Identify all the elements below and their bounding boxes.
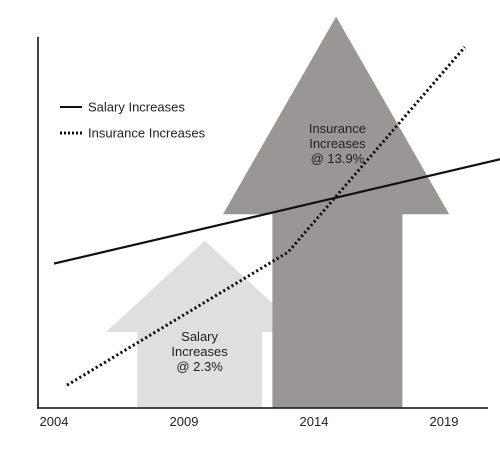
x-tick-label: 2019 bbox=[430, 414, 459, 429]
x-tick-label: 2014 bbox=[300, 414, 329, 429]
salary-arrow-label-line: @ 2.3% bbox=[176, 359, 223, 374]
x-tick-labels: 2004 2009 2014 2019 bbox=[40, 414, 459, 429]
legend-label: Insurance Increases bbox=[88, 126, 206, 141]
legend-label: Salary Increases bbox=[88, 100, 185, 115]
insurance-arrow-shape bbox=[223, 16, 450, 408]
series-line-insurance bbox=[66, 46, 466, 387]
legend-entry: Insurance Increases bbox=[60, 126, 206, 141]
salary-arrow-label-line: Salary bbox=[181, 329, 218, 344]
x-tick-label: 2004 bbox=[40, 414, 69, 429]
axes bbox=[37, 37, 488, 409]
legend: Salary Increases Insurance Increases bbox=[60, 100, 206, 141]
insurance-arrow-label-line: @ 13.9% bbox=[311, 151, 365, 166]
insurance-arrow-label-line: Increases bbox=[309, 136, 366, 151]
series-layer bbox=[53, 46, 500, 387]
insurance-arrow-label-line: Insurance bbox=[309, 121, 366, 136]
legend-entry: Salary Increases bbox=[60, 100, 185, 115]
salary-arrow-shape bbox=[106, 240, 304, 408]
series-line-salary bbox=[53, 158, 500, 265]
x-tick-label: 2009 bbox=[170, 414, 199, 429]
salary-arrow-label-line: Increases bbox=[171, 344, 228, 359]
